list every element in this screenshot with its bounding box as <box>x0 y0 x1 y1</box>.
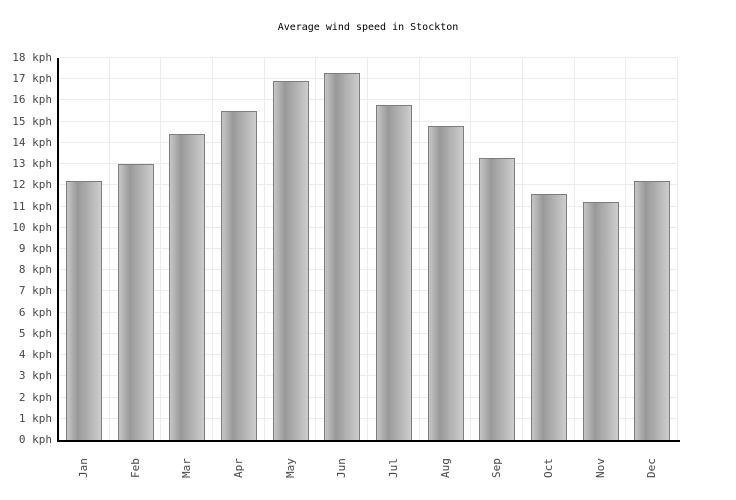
gridline-horizontal <box>58 99 678 101</box>
gridline-vertical <box>573 58 575 440</box>
y-tick-label: 13 kph <box>12 157 52 171</box>
gridline-vertical <box>367 58 368 440</box>
bar-mar <box>169 134 206 440</box>
gridline-horizontal <box>58 269 678 271</box>
y-tick-label: 2 kph <box>18 390 52 404</box>
y-tick-label: 10 kph <box>12 220 52 234</box>
bar-feb <box>117 164 154 440</box>
bar-jan <box>65 181 102 440</box>
bar-sep <box>479 157 516 440</box>
y-tick-label: 18 kph <box>12 51 52 64</box>
gridline-vertical <box>108 58 110 440</box>
y-tick-label: 11 kph <box>12 199 52 213</box>
x-tick-label-jan: Jan <box>76 458 90 478</box>
gridline-vertical <box>160 58 162 440</box>
gridline-horizontal <box>58 205 678 207</box>
x-axis-tick-labels: Jan Feb Mar Apr May Jun Jul Aug Sep Oct Nov Dec <box>58 440 678 500</box>
bar-jun <box>324 72 361 440</box>
chart-title: Average wind speed in Stockton <box>277 22 459 33</box>
y-tick-label: 14 kph <box>12 135 52 149</box>
x-tick-label-aug: Aug <box>438 458 452 478</box>
y-axis-tick-labels: 0 kph 1 kph 2 kph 3 kph 4 kph 5 kph 6 kph 7 kph… <box>0 51 52 446</box>
gridline-horizontal <box>58 354 678 356</box>
bar-aug <box>427 125 464 440</box>
bar-nov <box>582 202 619 440</box>
x-tick-label-oct: Oct <box>541 458 555 478</box>
gridline-horizontal <box>58 396 678 398</box>
y-axis-line <box>57 58 59 442</box>
gridline-horizontal <box>58 311 678 313</box>
gridline-horizontal <box>58 375 678 377</box>
gridline-horizontal <box>58 120 678 122</box>
x-tick-label-mar: Mar <box>180 458 194 478</box>
x-tick-label-may: May <box>283 458 297 478</box>
x-tick-label-feb: Feb <box>128 458 142 478</box>
bar-dec <box>634 181 671 440</box>
y-tick-label: 7 kph <box>18 284 52 298</box>
gridline-horizontal <box>58 163 678 165</box>
bar-oct <box>530 193 567 440</box>
gridline-vertical <box>470 58 472 440</box>
y-tick-label: 1 kph <box>18 411 52 425</box>
gridline-horizontal <box>58 184 678 186</box>
gridline-vertical <box>263 58 265 440</box>
x-tick-label-jun: Jun <box>335 458 349 478</box>
bar-apr <box>220 111 257 440</box>
gridline-horizontal <box>58 226 678 228</box>
y-tick-label: 15 kph <box>12 114 52 128</box>
gridline-horizontal <box>58 290 678 292</box>
gridline-horizontal <box>58 332 678 334</box>
gridline-vertical <box>625 58 627 440</box>
y-tick-label: 6 kph <box>18 305 52 319</box>
x-tick-label-apr: Apr <box>231 458 245 478</box>
gridline-vertical <box>315 58 317 440</box>
gridline-horizontal <box>58 248 678 249</box>
plot-area <box>58 57 678 440</box>
x-axis-line <box>57 440 680 442</box>
gridline-horizontal <box>58 141 678 143</box>
gridline-vertical <box>522 58 523 440</box>
y-tick-label: 9 kph <box>18 242 52 255</box>
y-tick-label: 12 kph <box>12 178 52 192</box>
y-tick-label: 17 kph <box>12 72 52 86</box>
gridline-vertical <box>212 58 213 440</box>
x-tick-label-dec: Dec <box>645 458 659 478</box>
gridline-vertical <box>418 58 420 440</box>
y-tick-label: 4 kph <box>18 348 52 362</box>
y-tick-label: 5 kph <box>18 326 52 340</box>
bar-may <box>272 81 309 440</box>
gridline-horizontal <box>58 57 678 58</box>
bar-jul <box>375 104 412 440</box>
gridline-vertical <box>677 58 678 440</box>
gridline-horizontal <box>58 417 678 419</box>
x-tick-label-sep: Sep <box>490 458 504 478</box>
y-tick-label: 16 kph <box>12 93 52 107</box>
y-tick-label: 3 kph <box>18 369 52 383</box>
x-tick-label-jul: Jul <box>386 458 400 478</box>
y-tick-label: 8 kph <box>18 263 52 277</box>
gridline-horizontal <box>58 78 678 80</box>
y-tick-label: 0 kph <box>18 433 52 446</box>
x-tick-label-nov: Nov <box>593 458 607 478</box>
